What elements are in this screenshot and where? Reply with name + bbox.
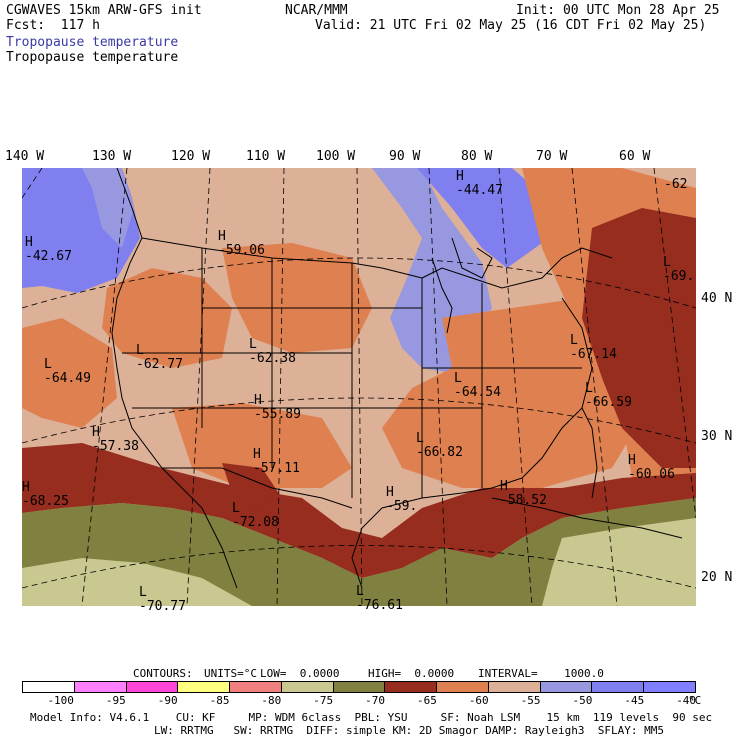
extremum-label: L -66.82 (416, 431, 463, 460)
extremum-label: L -64.49 (44, 357, 91, 386)
extremum-label: H -55.89 (254, 393, 301, 422)
color-bar-tick-label: -60 (468, 694, 489, 707)
extremum-label: L -70.77 (139, 585, 186, 614)
extremum-label: L -76.61 (356, 584, 403, 613)
color-bar-swatch (230, 682, 282, 692)
extremum-label: L -69. (663, 255, 695, 284)
lon-label: 90 W (389, 149, 421, 164)
color-bar-swatch (540, 682, 593, 692)
shade-minus60-mexico (172, 403, 352, 488)
color-bar-swatch (126, 682, 179, 692)
color-bar-tick-label: -75 (313, 694, 334, 707)
lon-label: 120 W (171, 149, 211, 164)
extremum-label: H -59.06 (218, 229, 265, 258)
map-canvas (21, 167, 697, 607)
extremum-label: H -44.47 (456, 169, 503, 198)
contours-label: CONTOURS: (133, 667, 193, 680)
color-bar-swatch (74, 682, 127, 692)
color-bar-tick-label: -45 (624, 694, 645, 707)
shade-minus65-atlantic (582, 208, 696, 468)
shade-minus65-band (22, 443, 696, 578)
model-title: CGWAVES 15km ARW-GFS init (6, 3, 202, 18)
graticule (21, 167, 697, 607)
init-time: Init: 00 UTC Mon 28 Apr 25 (516, 3, 720, 18)
shade-minus75-pacific (22, 558, 252, 606)
color-bar-swatch (592, 682, 645, 692)
color-bar-tick-label: -80 (261, 694, 282, 707)
extremum-label: L -62.38 (249, 337, 296, 366)
extremum-label: H -42.67 (25, 235, 72, 264)
lat-label: 40 N (701, 291, 733, 306)
extremum-label: L -62.77 (136, 343, 183, 372)
color-bar-swatch (385, 682, 438, 692)
color-bar-swatch (23, 682, 75, 692)
shade-minus60-east (382, 298, 642, 488)
political-boundaries (111, 167, 683, 589)
tropopause-temperature-map: H -44.47 -62 H -42.67 H -59.06 L -69. L -62.7… (21, 167, 697, 614)
color-bar (22, 681, 696, 693)
field-title-1: Tropopause temperature (6, 35, 179, 50)
extremum-label: H -60.06 (628, 453, 675, 482)
color-bar-tick-label: -40 (676, 694, 697, 707)
extremum-label: L -64.54 (454, 371, 501, 400)
forecast-hour: Fcst: 117 h (6, 18, 100, 33)
shade-minus60-pacific (22, 318, 117, 428)
contours-low: LOW= 0.0000 (260, 667, 340, 680)
lon-label: 70 W (536, 149, 568, 164)
contours-units: UNITS=°C (204, 667, 257, 680)
lon-label: 130 W (92, 149, 132, 164)
lon-label: 80 W (461, 149, 493, 164)
lon-label: 140 W (5, 149, 45, 164)
color-bar-swatch (644, 682, 695, 692)
color-bar-unit: °C (688, 694, 702, 707)
color-bar-swatch (488, 682, 541, 692)
lon-label: 100 W (316, 149, 356, 164)
extremum-label: H -58.52 (500, 479, 547, 508)
shade-minus60-plateau (102, 268, 232, 368)
color-bar-swatch (178, 682, 231, 692)
color-bar-tick-label: -85 (209, 694, 230, 707)
color-bar-swatch (333, 682, 386, 692)
contours-high: HIGH= 0.0000 (368, 667, 455, 680)
shade-minus45-northeast (417, 168, 552, 268)
extremum-label: L -66.59 (585, 381, 632, 410)
shade-minus75-caribbean (542, 518, 696, 606)
valid-time: Valid: 21 UTC Fri 02 May 25 (16 CDT Fri … (315, 18, 707, 33)
extremum-label: L -72.08 (232, 501, 279, 530)
lon-label: 110 W (246, 149, 286, 164)
color-bar-tick-label: -100 (47, 694, 74, 707)
color-bar-tick-label: -70 (365, 694, 385, 707)
extremum-label: H -68.25 (22, 480, 69, 509)
color-bar-tick-label: -90 (157, 694, 178, 707)
extremum-label: H -59. (386, 485, 418, 514)
agency-label: NCAR/MMM (285, 3, 348, 18)
color-bar-tick-label: -95 (105, 694, 126, 707)
shade-minus60-plains (222, 243, 372, 353)
lon-label: 60 W (619, 149, 651, 164)
lat-label: 30 N (701, 429, 733, 444)
extremum-label: H -57.38 (92, 425, 139, 454)
field-title-2: Tropopause temperature (6, 50, 179, 65)
color-bar-swatch (281, 682, 334, 692)
color-bar-swatch (437, 682, 489, 692)
extremum-label: -62 (664, 177, 688, 192)
model-info-line-2: LW: RRTMG SW: RRTMG DIFF: simple KM: 2D … (154, 724, 664, 737)
color-bar-tick-label: -65 (416, 694, 437, 707)
extremum-label: L -67.14 (570, 333, 617, 362)
color-bar-tick-label: -55 (520, 694, 541, 707)
model-info-line-1: Model Info: V4.6.1 CU: KF MP: WDM 6class… (30, 711, 713, 724)
contours-interval: INTERVAL= 1000.0 (478, 667, 604, 680)
extremum-label: H -57.11 (253, 447, 300, 476)
color-bar-tick-label: -50 (572, 694, 593, 707)
lat-label: 20 N (701, 570, 733, 585)
